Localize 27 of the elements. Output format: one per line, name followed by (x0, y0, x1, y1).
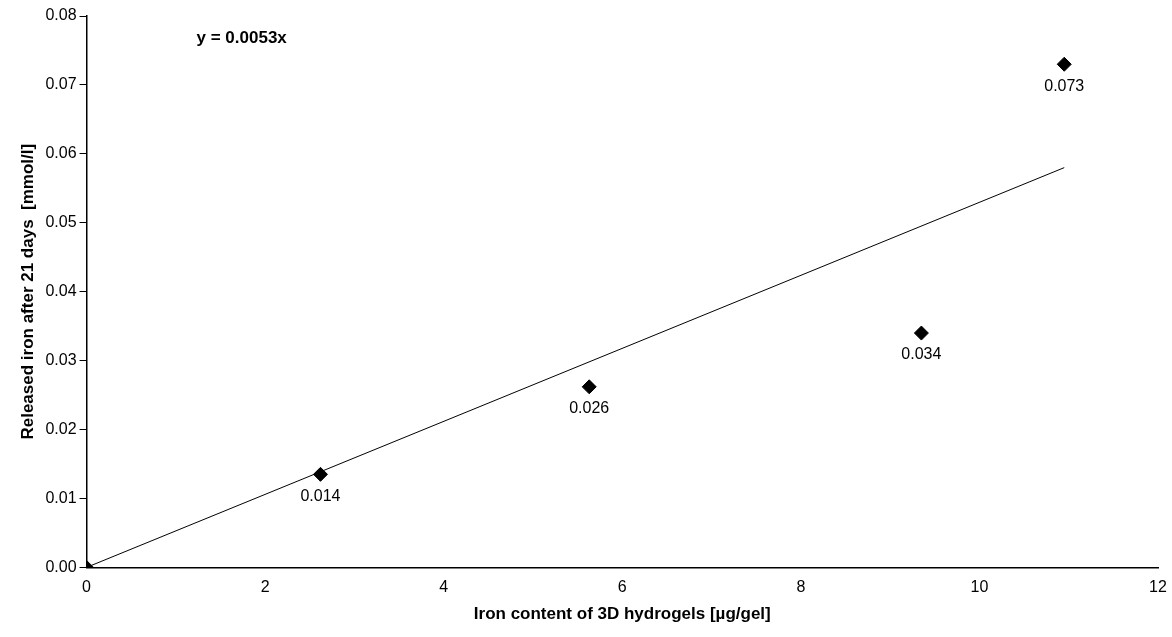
point (581, 379, 597, 395)
point (1056, 56, 1072, 72)
y-tick-label: 0.07 (45, 75, 77, 93)
point (312, 466, 328, 482)
y-tick-label: 0.05 (45, 213, 77, 231)
data-label: 0.073 (1044, 76, 1085, 94)
y-tick-label: 0.06 (45, 144, 77, 162)
y-tick-label: 0.00 (45, 557, 77, 575)
x-tick-label: 12 (1149, 578, 1167, 596)
x-tick-label: 0 (82, 578, 92, 596)
data-label: 0.026 (569, 399, 610, 417)
y-tick-label: 0.04 (45, 282, 77, 300)
y-tick-label: 0.08 (45, 6, 77, 24)
annotation: y = 0.0053x (196, 28, 288, 48)
data-label: 0.034 (901, 345, 942, 363)
x-tick-label: 8 (796, 578, 806, 596)
y-tick-label: 0.03 (45, 351, 77, 369)
x-tick-label: 10 (970, 578, 989, 596)
x-axis-title: Iron content of 3D hydrogels [µg/gel] (473, 604, 771, 624)
y-tick-label: 0.01 (45, 488, 77, 506)
data-label: 0.014 (300, 486, 341, 504)
x-tick-label: 2 (260, 578, 270, 596)
x-tick-label: 4 (439, 578, 449, 596)
point (913, 325, 929, 341)
x-tick-label: 6 (617, 578, 627, 596)
y-tick-label: 0.02 (45, 419, 77, 437)
y-axis-title: Released iron after 21 days [mmol/l] (17, 143, 37, 440)
